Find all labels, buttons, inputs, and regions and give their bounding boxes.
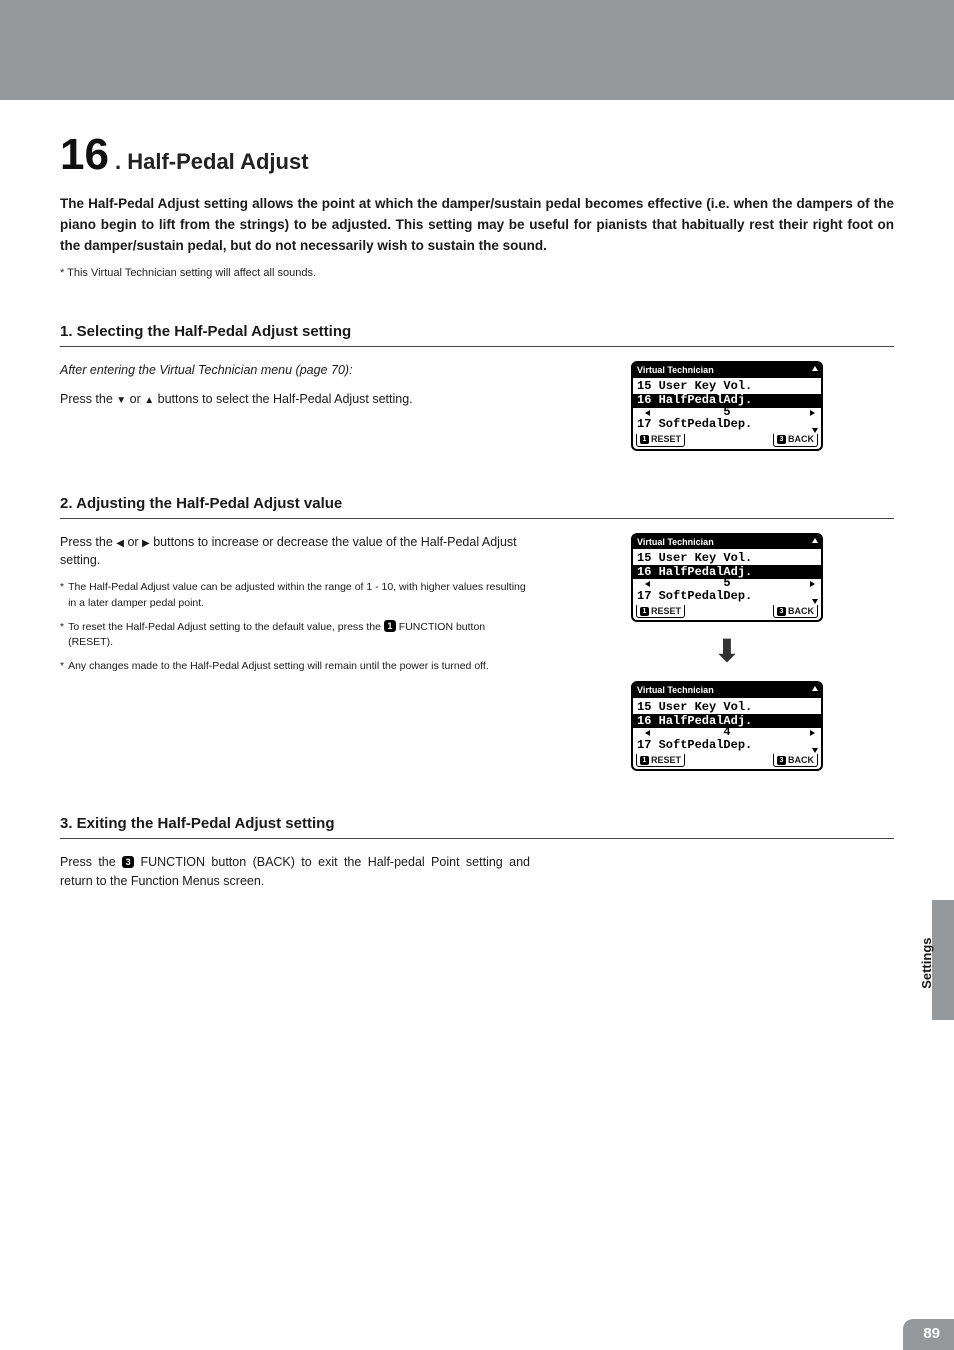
lcd-2a-back-button: 3 BACK	[773, 605, 818, 618]
subhead-3: 3. Exiting the Half-Pedal Adjust setting	[60, 815, 894, 832]
badge-1-icon: 1	[640, 435, 649, 444]
intro-note: * This Virtual Technician setting will a…	[60, 267, 894, 279]
s2-note-1: * The Half-Pedal Adjust value can be adj…	[60, 580, 530, 612]
lcd-1-reset-label: RESET	[651, 434, 681, 445]
lcd-2a-line1: 15 User Key Vol.	[637, 551, 817, 565]
lcd-2a-value: 5	[637, 576, 817, 590]
asterisk: *	[60, 267, 64, 279]
lcd-1-back-label: BACK	[788, 434, 814, 445]
lcd-2a-body: 15 User Key Vol. 16 HalfPedalAdj. 5 17 S…	[633, 549, 821, 604]
lcd-2b-foot: 1 RESET 3 BACK	[633, 753, 821, 769]
lcd-screen-2a: Virtual Technician 15 User Key Vol. 16 H…	[631, 533, 823, 623]
subhead-1: 1. Selecting the Half-Pedal Adjust setti…	[60, 323, 894, 340]
page-content: 16 . Half-Pedal Adjust The Half-Pedal Ad…	[0, 100, 954, 901]
header-bar	[0, 0, 954, 100]
lcd-1-line1: 15 User Key Vol.	[637, 380, 817, 394]
section-2-right: Virtual Technician 15 User Key Vol. 16 H…	[560, 533, 894, 772]
lcd-1-arrows: 5	[637, 408, 817, 418]
lcd-2b-back-button: 3 BACK	[773, 754, 818, 767]
title-sep: .	[115, 149, 121, 174]
lcd-2a-title: Virtual Technician	[633, 535, 821, 550]
lcd-2b-body: 15 User Key Vol. 16 HalfPedalAdj. 4 17 S…	[633, 698, 821, 753]
side-label: Settings	[919, 938, 934, 989]
section-3-body: Press the 3 FUNCTION button (BACK) to ex…	[60, 853, 530, 891]
section-1-right: Virtual Technician 15 User Key Vol. 16 H…	[560, 361, 894, 451]
lcd-2b-arrows: 4	[637, 728, 817, 738]
s1-post: buttons to select the Half-Pedal Adjust …	[154, 392, 412, 406]
rule-1	[60, 346, 894, 347]
intro-note-text: This Virtual Technician setting will aff…	[67, 267, 316, 279]
s1-mid: or	[126, 392, 144, 406]
section-2-left: Press the ◀ or ▶ buttons to increase or …	[60, 533, 530, 675]
lcd-2b-back-label: BACK	[788, 755, 814, 766]
section-1-left: After entering the Virtual Technician me…	[60, 361, 530, 419]
right-triangle-icon: ▶	[142, 538, 150, 549]
rule-2	[60, 518, 894, 519]
up-triangle-icon: ▲	[144, 395, 154, 406]
s2-note-3: * Any changes made to the Half-Pedal Adj…	[60, 659, 530, 675]
section-1-body: Press the ▼ or ▲ buttons to select the H…	[60, 390, 530, 409]
side-tab	[932, 900, 954, 1020]
section-2-body: Press the ◀ or ▶ buttons to increase or …	[60, 533, 530, 571]
lcd-1-reset-button: 1 RESET	[636, 434, 685, 447]
lcd-2b-line3: 17 SoftPedalDep.	[637, 738, 817, 752]
badge-3-icon: 3	[777, 756, 786, 765]
lcd-2a-reset-button: 1 RESET	[636, 605, 685, 618]
badge-3-icon: 3	[777, 435, 786, 444]
subhead-2: 2. Adjusting the Half-Pedal Adjust value	[60, 495, 894, 512]
intro-paragraph: The Half-Pedal Adjust setting allows the…	[60, 194, 894, 257]
badge-1-icon: 1	[640, 607, 649, 616]
asterisk: *	[60, 580, 64, 612]
lcd-2a-foot: 1 RESET 3 BACK	[633, 604, 821, 620]
lcd-1-back-button: 3 BACK	[773, 434, 818, 447]
lcd-2b-value: 4	[637, 725, 817, 739]
down-triangle-icon: ▼	[116, 395, 126, 406]
s2-note-3-text: Any changes made to the Half-Pedal Adjus…	[68, 659, 530, 675]
asterisk: *	[60, 620, 64, 652]
lcd-1-value: 5	[637, 405, 817, 419]
lcd-1-title: Virtual Technician	[633, 363, 821, 378]
lcd-1-line3: 17 SoftPedalDep.	[637, 418, 817, 432]
s2-note-1-text: The Half-Pedal Adjust value can be adjus…	[68, 580, 530, 612]
lcd-2a-line3: 17 SoftPedalDep.	[637, 589, 817, 603]
lcd-2b-reset-label: RESET	[651, 755, 681, 766]
lcd-1-foot: 1 RESET 3 BACK	[633, 433, 821, 449]
section-1-preface: After entering the Virtual Technician me…	[60, 361, 530, 380]
section-2-cols: Press the ◀ or ▶ buttons to increase or …	[60, 533, 894, 772]
lcd-1-body: 15 User Key Vol. 16 HalfPedalAdj. 5 17 S…	[633, 378, 821, 433]
s1-pre: Press the	[60, 392, 116, 406]
badge-3-icon: 3	[122, 856, 134, 868]
section-1-cols: After entering the Virtual Technician me…	[60, 361, 894, 451]
section-name: . Half-Pedal Adjust	[115, 149, 309, 175]
badge-3-icon: 3	[777, 607, 786, 616]
s2-mid: or	[124, 535, 142, 549]
s2-note-2-text: To reset the Half-Pedal Adjust setting t…	[68, 620, 530, 652]
badge-1-icon: 1	[640, 756, 649, 765]
lcd-2a-back-label: BACK	[788, 606, 814, 617]
lcd-2b-reset-button: 1 RESET	[636, 754, 685, 767]
rule-3	[60, 838, 894, 839]
lcd-2b-title: Virtual Technician	[633, 683, 821, 698]
left-triangle-icon: ◀	[116, 538, 124, 549]
lcd-screen-1: Virtual Technician 15 User Key Vol. 16 H…	[631, 361, 823, 451]
badge-1-icon: 1	[384, 620, 396, 632]
lcd-2b-line1: 15 User Key Vol.	[637, 700, 817, 714]
title-text: Half-Pedal Adjust	[127, 149, 308, 174]
lcd-screen-2b: Virtual Technician 15 User Key Vol. 16 H…	[631, 681, 823, 771]
lcd-2a-arrows: 5	[637, 579, 817, 589]
section-3-cols: Press the 3 FUNCTION button (BACK) to ex…	[60, 853, 894, 901]
page-number: 89	[903, 1319, 954, 1350]
asterisk: *	[60, 659, 64, 675]
s2-pre: Press the	[60, 535, 116, 549]
lcd-2a-reset-label: RESET	[651, 606, 681, 617]
down-arrow-icon: ⬇	[714, 634, 739, 669]
section-number: 16	[60, 130, 109, 180]
s3-pre: Press the	[60, 855, 122, 869]
section-3-left: Press the 3 FUNCTION button (BACK) to ex…	[60, 853, 530, 901]
section-title: 16 . Half-Pedal Adjust	[60, 130, 894, 180]
s2-note-2: * To reset the Half-Pedal Adjust setting…	[60, 620, 530, 652]
